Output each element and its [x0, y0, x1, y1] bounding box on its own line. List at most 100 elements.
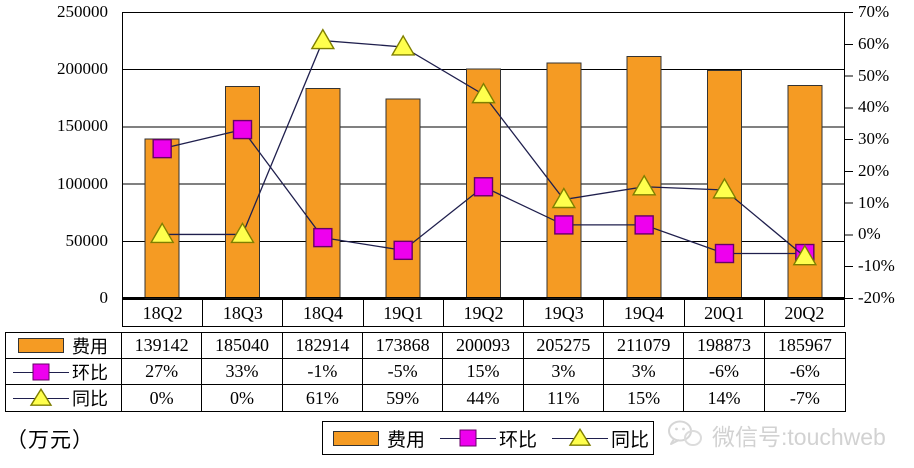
- bar-swatch: [18, 338, 64, 353]
- category-label: 19Q4: [604, 300, 685, 326]
- expense-bar: [787, 84, 823, 299]
- triangle-marker-swatch: [29, 387, 53, 407]
- qoq-square-marker: [313, 227, 333, 248]
- table-row-header: 环比: [6, 359, 122, 385]
- right-axis-tick-label: 0%: [858, 224, 881, 244]
- table-cell: 11%: [524, 385, 604, 411]
- table-cell: 61%: [283, 385, 363, 411]
- table-cell: 3%: [604, 359, 685, 385]
- chart-legend: 费用 环比 同比: [322, 421, 654, 455]
- right-axis-tick-label: 10%: [858, 192, 890, 212]
- table-cell: -5%: [363, 359, 444, 385]
- left-axis-tick-label: 200000: [57, 59, 108, 79]
- table-cell: 139142: [122, 333, 203, 359]
- qoq-square-marker: [393, 240, 413, 261]
- left-axis-tick-label: 50000: [65, 230, 109, 250]
- table-cell: 15%: [443, 359, 524, 385]
- table-cell: 185040: [202, 333, 283, 359]
- yoy-triangle-marker: [390, 34, 416, 56]
- legend-item-triangle: 同比: [551, 425, 649, 452]
- yoy-triangle-key-icon: [551, 427, 609, 448]
- table-cell: -6%: [684, 359, 765, 385]
- right-axis-tick-label: -10%: [858, 256, 895, 276]
- table-cell: 33%: [202, 359, 283, 385]
- legend-label: 费用: [386, 429, 425, 451]
- square-marker-swatch: [459, 429, 477, 447]
- yoy-triangle-marker: [551, 187, 577, 209]
- table-cell: -6%: [764, 359, 845, 385]
- yoy-triangle-marker: [631, 174, 657, 196]
- yoy-triangle-marker: [792, 244, 818, 266]
- qoq-square-marker: [554, 215, 574, 235]
- table-cell: 185967: [764, 333, 845, 359]
- table-cell: 182914: [282, 333, 363, 359]
- legend-label: 同比: [611, 429, 650, 451]
- yoy-triangle-marker: [310, 28, 336, 50]
- qoq-square-marker: [714, 243, 735, 264]
- table-cell: 3%: [523, 359, 604, 385]
- yoy-triangle-marker: [230, 222, 255, 244]
- legend-item-square: 环比: [439, 425, 537, 452]
- expense-bar: [385, 98, 421, 299]
- qoq-square-marker: [473, 177, 494, 197]
- data-table: 费用 139142 185040 182914 173868 200093 205275 21…: [5, 332, 846, 412]
- wechat-icon: [668, 420, 702, 446]
- left-axis-tick-label: 100000: [57, 173, 108, 193]
- right-axis-tick-label: 20%: [858, 160, 890, 180]
- legend-label: 环比: [498, 429, 537, 451]
- table-cell: 205275: [523, 333, 604, 359]
- right-axis-tick-label: 50%: [858, 65, 890, 85]
- watermark-text: 微信号:touchweb: [712, 424, 886, 450]
- table-cell: 14%: [684, 385, 765, 411]
- category-axis-row: 18Q2 18Q3 18Q4 19Q1 19Q2 19Q3 19Q4 20Q1 20Q2: [122, 299, 845, 327]
- left-axis-tick-label: 0: [99, 288, 109, 307]
- left-axis-tick-label: 150000: [57, 116, 108, 136]
- table-row-header: 同比: [6, 385, 122, 411]
- table-cell: 198873: [684, 333, 765, 359]
- combo-chart: [122, 12, 853, 299]
- category-label: 18Q4: [283, 300, 364, 326]
- qoq-square-marker: [634, 215, 654, 235]
- right-axis-tick-label: 30%: [858, 129, 890, 149]
- right-axis-tick-label: 40%: [858, 97, 890, 117]
- left-axis-labels: 250000 200000 150000 100000 50000 0: [0, 0, 108, 310]
- category-label: 20Q1: [685, 300, 765, 326]
- expense-bar-key-icon: [327, 430, 385, 446]
- table-cell: -7%: [789, 387, 820, 408]
- table-cell: 15%: [604, 385, 685, 411]
- series-name: 环比: [72, 362, 108, 383]
- yoy-triangle-marker: [149, 222, 175, 244]
- yoy-triangle-marker: [712, 177, 737, 199]
- expense-bar: [225, 85, 260, 299]
- category-label: 19Q3: [524, 300, 605, 326]
- right-axis-tick-label: 70%: [858, 2, 890, 21]
- yoy-triangle-key-icon: [12, 387, 70, 408]
- watermark: 微信号:touchweb: [666, 418, 886, 452]
- table-cell: 59%: [363, 385, 444, 411]
- legend-item-bar: 费用: [327, 425, 425, 452]
- table-cell: 0%: [122, 385, 203, 411]
- table-cell: -1%: [282, 359, 363, 385]
- table-cell: 0%: [202, 385, 283, 411]
- left-axis-tick-label: 250000: [57, 2, 108, 21]
- triangle-marker-swatch: [568, 427, 592, 447]
- table-cell: 200093: [443, 333, 524, 359]
- table-cell: 211079: [604, 333, 685, 359]
- qoq-square-marker: [152, 138, 172, 159]
- category-label: 20Q2: [784, 302, 825, 323]
- expense-bar-key-icon: [12, 338, 70, 353]
- bar-swatch: [332, 430, 379, 446]
- right-axis-tick-label: 60%: [858, 33, 890, 53]
- qoq-square-marker: [232, 119, 253, 140]
- table-cell: 44%: [443, 385, 524, 411]
- category-label: 18Q2: [123, 300, 204, 326]
- right-axis-tick-label: -20%: [858, 288, 895, 307]
- expense-bar: [144, 138, 180, 299]
- table-cell: 173868: [363, 333, 444, 359]
- expense-bar: [305, 88, 341, 299]
- table-row-header: 费用: [6, 333, 122, 359]
- category-label: 19Q1: [364, 300, 444, 326]
- axis-unit-label: （万元）: [6, 428, 94, 452]
- table-cell: 27%: [122, 359, 203, 385]
